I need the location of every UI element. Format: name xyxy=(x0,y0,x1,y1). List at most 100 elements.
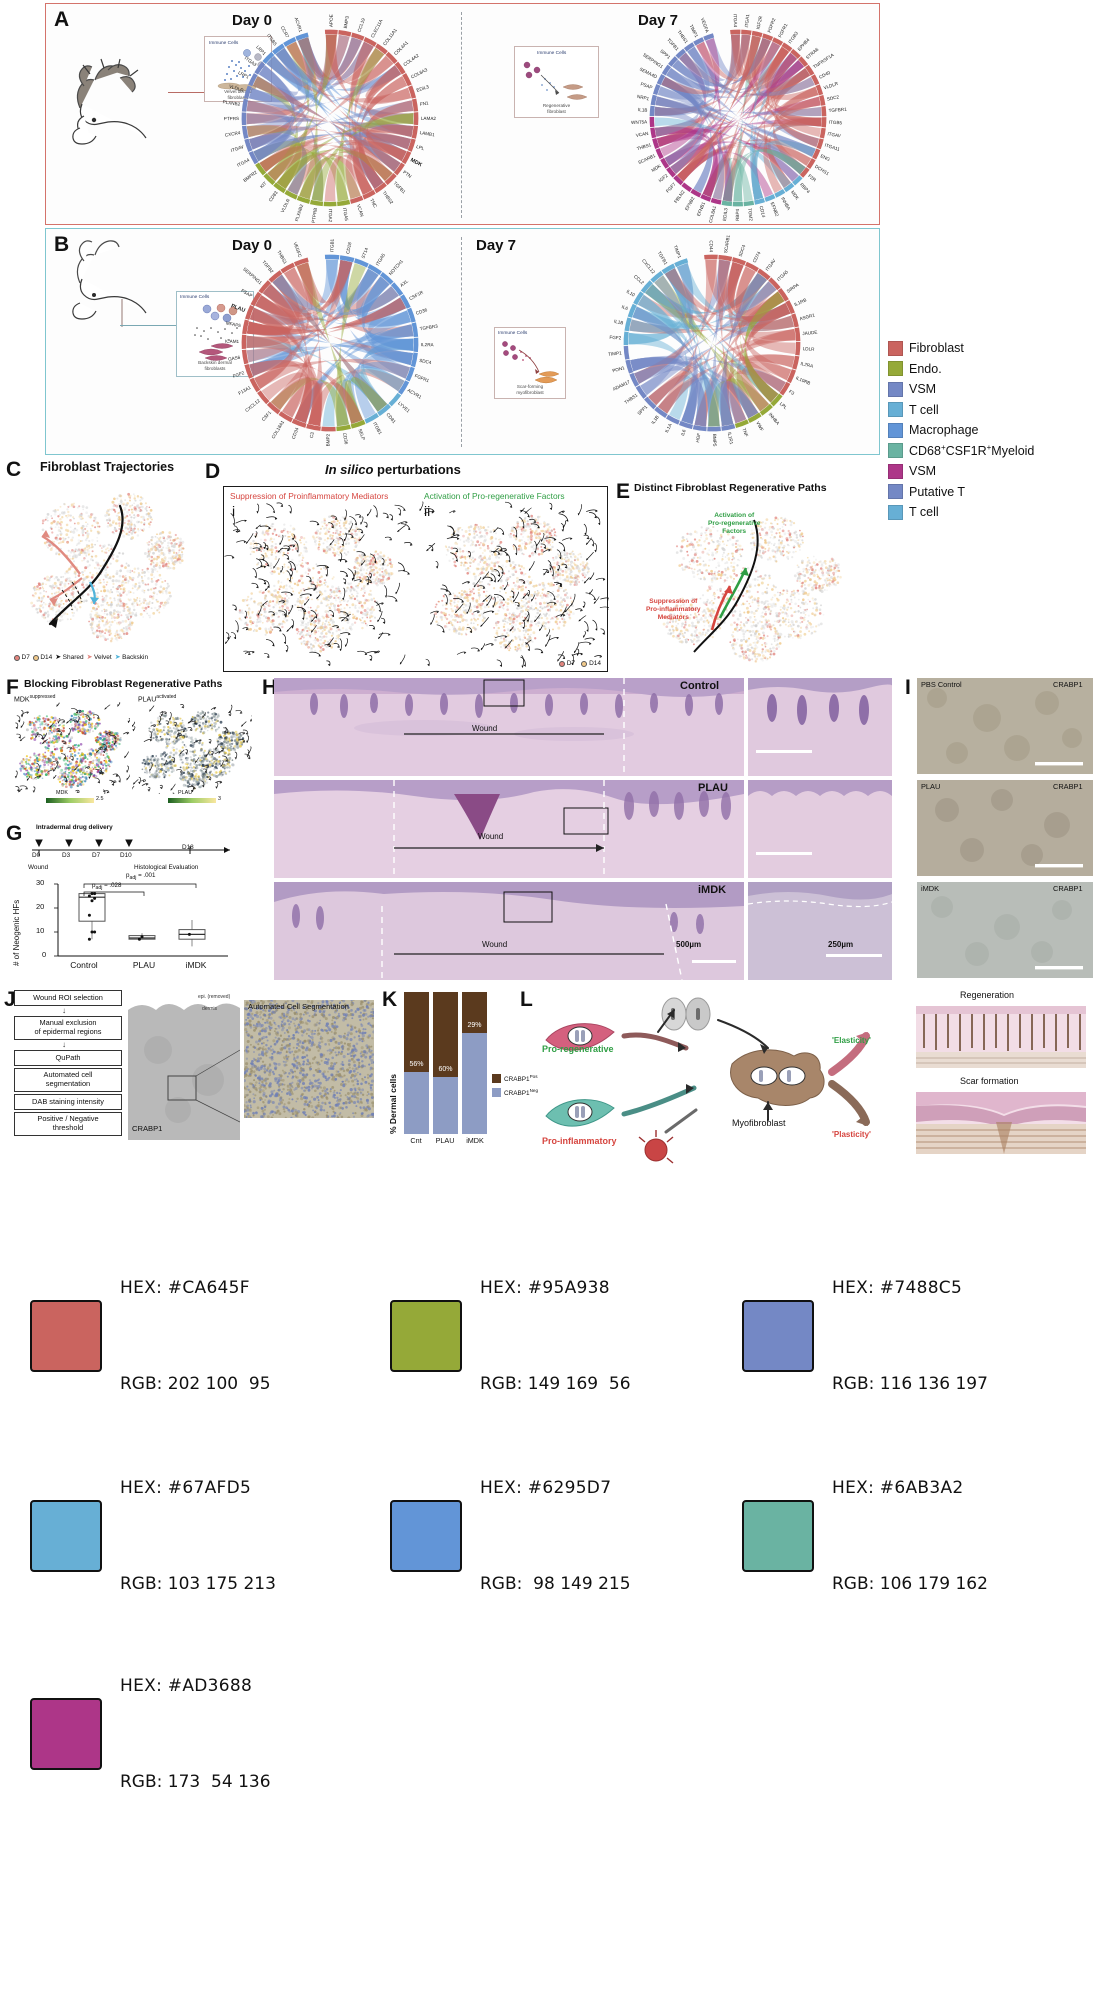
svg-text:SDC4: SDC4 xyxy=(738,244,747,258)
swatch-box xyxy=(742,1500,814,1573)
svg-text:COL4A1: COL4A1 xyxy=(393,40,409,56)
ihc-plau-image xyxy=(917,780,1093,876)
svg-text:ITGA2: ITGA2 xyxy=(328,209,333,223)
timeline-tick-d18: D18 xyxy=(182,844,194,851)
svg-text:STRA6: STRA6 xyxy=(805,46,820,60)
myofibroblast-cell xyxy=(730,1049,825,1106)
svg-text:LPL: LPL xyxy=(779,401,789,410)
ihc-label-imdk: iMDK xyxy=(921,884,940,893)
scar-formation-tissue-image xyxy=(916,1092,1086,1154)
swatch-box xyxy=(390,1300,462,1373)
plau-activated-umap xyxy=(132,704,252,794)
svg-text:HGF: HGF xyxy=(695,432,701,442)
svg-text:CD14: CD14 xyxy=(759,205,767,218)
immune-cells-graphic xyxy=(194,304,238,361)
panel-c-title: Fibroblast Trajectories xyxy=(40,460,175,474)
panel-d-letter: D xyxy=(205,460,221,483)
svg-text:FGFR1: FGFR1 xyxy=(414,373,430,383)
swatch-text: HEX: #6AB3A2 RGB: 106 179 162 xyxy=(832,1407,988,1665)
mdk-colorbar-max: 2.5 xyxy=(96,796,104,802)
legend-item: T cell xyxy=(888,400,1093,421)
panel-g-timeline-title: Intradermal drug delivery xyxy=(36,824,113,831)
svg-text:FGFR1: FGFR1 xyxy=(777,22,789,38)
bar-imdk: 29% xyxy=(462,992,487,1134)
panel-e-container: E Distinct Fibroblast Regenerative Paths… xyxy=(616,480,866,680)
panel-j-container: J Wound ROI selection ↓ Manual exclusion… xyxy=(4,988,379,1166)
bar-segment-pos: 60% xyxy=(433,992,458,1078)
swatch-rgb: RGB: 106 179 162 xyxy=(832,1574,988,1595)
panel-k-stacked-bars: 56% 60% 29% xyxy=(404,992,488,1134)
cell-type-legend: Fibroblast Endo. VSM T cell Macrophage C… xyxy=(888,338,1093,523)
swatch-rgb: RGB: 149 169 56 xyxy=(480,1374,631,1395)
svg-text:IL1A: IL1A xyxy=(664,422,673,434)
swatch-text: HEX: #95A938 RGB: 149 169 56 xyxy=(480,1207,631,1465)
svg-text:LYVE1: LYVE1 xyxy=(397,401,411,414)
svg-text:PTPRB: PTPRB xyxy=(311,207,318,223)
panel-c-legend: D7 D14 ➤ Shared ➤ Velvet ➤ Backskin xyxy=(14,654,148,661)
boxplot-svg xyxy=(54,883,228,957)
panel-b-left-inset: Immune Cells Backskin dermal fibrobl xyxy=(176,291,254,377)
panel-b-divider xyxy=(461,237,462,447)
panel-k-legend-neg: CRABP1Neg xyxy=(492,1088,538,1097)
svg-text:IGF2R: IGF2R xyxy=(755,15,763,30)
regeneration-tissue-image xyxy=(916,1006,1086,1068)
bar-pct-plau: 60% xyxy=(438,1066,453,1074)
legend-label: D14 xyxy=(589,660,601,667)
legend-entry-shared: ➤ Shared xyxy=(55,654,83,661)
tag-superscript: suppressed xyxy=(29,694,56,700)
svg-text:PTN: PTN xyxy=(402,169,412,178)
panel-b-left-circos: ITGB1 CD18 ST14 ITGA5 NOTCH1 AXL CSF1R CD36 TGFB… xyxy=(204,233,456,451)
svg-text:VEGFC: VEGFC xyxy=(292,241,302,258)
svg-text:TNC: TNC xyxy=(369,198,378,209)
label-pro-regenerative: Pro-regenerative xyxy=(542,1044,614,1054)
svg-text:CD44: CD44 xyxy=(709,240,714,252)
pro-regenerative-cell xyxy=(545,1023,615,1051)
timeline-tick-d7: D7 xyxy=(92,852,101,859)
svg-text:CSF1R: CSF1R xyxy=(408,289,424,301)
xcat-plau: PLAU xyxy=(435,1136,455,1145)
svg-text:RBP4: RBP4 xyxy=(799,182,811,194)
ihc-label-plau: PLAU xyxy=(921,782,941,791)
svg-text:PSAP: PSAP xyxy=(240,288,253,299)
regenerative-fibroblast-graphic xyxy=(523,61,588,100)
pvalue-control-imdk: padj = .001 xyxy=(126,872,156,882)
svg-text:INHBA: INHBA xyxy=(768,412,781,427)
legend-item: T cell xyxy=(888,502,1093,523)
svg-text:ASGR1: ASGR1 xyxy=(799,312,816,321)
panel-d-subtitle-right: Activation of Pro-regenerative Factors xyxy=(424,491,565,501)
legend-label: Backskin xyxy=(122,654,149,661)
legend-entry-d7: D7 xyxy=(558,660,575,667)
mdk-suppressed-umap xyxy=(14,702,130,794)
immune-cells-graphic xyxy=(217,49,265,91)
svg-text:THBS1: THBS1 xyxy=(276,250,288,266)
scalebar-label-500um: 500µm xyxy=(676,940,702,949)
legend-label: Endo. xyxy=(909,361,942,376)
panel-g-ylabel: # of Neogenic HFs xyxy=(12,899,21,966)
svg-text:COL4A2: COL4A2 xyxy=(402,53,420,68)
scalebar-500um xyxy=(692,960,736,963)
immune-cell xyxy=(638,1130,674,1164)
panel-c-container: C Fibroblast Trajectories D7 D14 ➤ Share… xyxy=(6,458,201,676)
panel-d-subtitle-left: Suppression of Proinflammatory Mediators xyxy=(230,491,389,501)
timeline-wound-label: Wound xyxy=(28,864,49,871)
svg-text:ITGAV: ITGAV xyxy=(230,144,245,153)
panel-a-letter: A xyxy=(54,8,70,31)
legend-label: VSM xyxy=(909,382,937,397)
panel-i-container: I PBS Control CRABP1 PLAU CRABP1 iMDK CR… xyxy=(905,676,1097,982)
workflow-step-segmentation: Automated cell segmentation xyxy=(14,1068,122,1092)
svg-text:THBS1: THBS1 xyxy=(636,142,652,151)
svg-text:NOTCH1: NOTCH1 xyxy=(388,258,405,276)
ytick-30: 30 xyxy=(36,878,45,887)
swatch-text: HEX: #CA645F RGB: 202 100 95 xyxy=(120,1207,271,1465)
bar-segment-neg xyxy=(433,1077,458,1134)
svg-text:FBLN2: FBLN2 xyxy=(673,189,686,204)
svg-text:IL1B: IL1B xyxy=(614,319,624,326)
svg-text:ITGA4: ITGA4 xyxy=(733,14,738,28)
reindeer-illustration xyxy=(72,240,147,327)
swatch-cell-4: HEX: #6295D7 RGB: 98 149 215 xyxy=(390,1407,631,1665)
wound-label-control: Wound xyxy=(472,724,498,733)
swatch-cell-1: HEX: #95A938 RGB: 149 169 56 xyxy=(390,1207,631,1465)
svg-text:ITGB1: ITGB1 xyxy=(329,238,334,252)
swatch-cell-3: HEX: #67AFD5 RGB: 103 175 213 xyxy=(30,1407,276,1665)
svg-text:CCR7: CCR7 xyxy=(280,25,290,39)
